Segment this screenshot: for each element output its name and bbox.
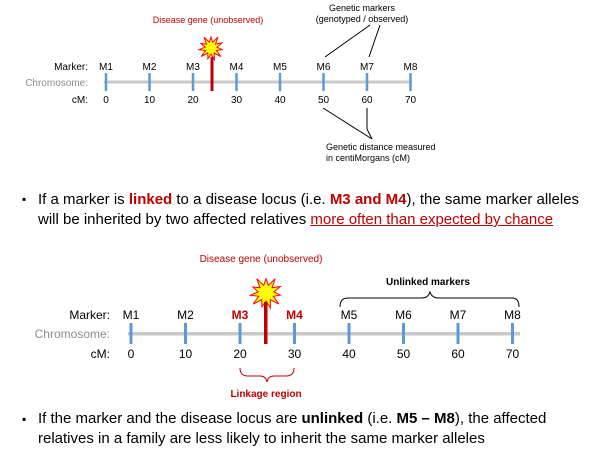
- marker-label-m8: M8: [504, 308, 521, 322]
- marker-tick-m7: [365, 73, 369, 91]
- cm-position-label: 40: [342, 347, 356, 361]
- marker-row-label-2: Marker:: [69, 308, 110, 322]
- marker-label-m3: M3: [186, 62, 200, 73]
- unlinked-brace: [339, 290, 520, 308]
- bullet-point-2: ▪: [22, 412, 27, 426]
- pointer-line-m6: [324, 24, 371, 58]
- marker-tick-m1: [129, 323, 133, 344]
- genetic-distance-label-line1: Genetic distance measured: [326, 142, 436, 152]
- cm-position-label: 10: [179, 347, 193, 361]
- bullet2-text-b: (i.e.: [363, 410, 397, 427]
- linkage-region-label: Linkage region: [230, 389, 301, 400]
- pointer-line-m7: [368, 24, 381, 58]
- disease-locus-marker-2: [264, 302, 268, 344]
- cm-position-label: 20: [233, 347, 247, 361]
- diagram-top: Disease gene (unobserved) Genetic marker…: [25, 3, 435, 163]
- cm-row-label: cM:: [72, 95, 88, 106]
- genetic-markers-label-line2: (genotyped / observed): [316, 14, 409, 24]
- bullet2-text-a: If the marker and the disease locus are: [38, 410, 302, 427]
- cm-position-label: 40: [274, 95, 286, 106]
- cm-position-label: 0: [103, 95, 109, 106]
- marker-tick-m4: [293, 323, 296, 344]
- bullet1-text-a: If a marker is: [38, 191, 129, 208]
- cm-position-label: 20: [187, 95, 199, 106]
- cm-position-label: 0: [128, 347, 135, 361]
- chromosome-bar-2: [128, 332, 520, 336]
- marker-label-m1: M1: [99, 62, 113, 73]
- marker-tick-m6: [402, 323, 405, 344]
- cm-position-label: 70: [405, 95, 417, 106]
- bullet1-m3m4: M3 and M4: [329, 191, 407, 208]
- distance-pointer-50: [322, 107, 373, 140]
- marker-label-m6: M6: [317, 62, 331, 73]
- marker-label-m5: M5: [341, 308, 358, 322]
- marker-tick-m8: [409, 73, 412, 91]
- chromosome-row-label: Chromosome:: [25, 78, 88, 89]
- marker-tick-m4: [235, 73, 238, 91]
- diagram-bottom: Disease gene (unobserved) Unlinked marke…: [35, 254, 522, 400]
- cm-position-label: 50: [397, 347, 411, 361]
- cm-position-label: 10: [144, 95, 156, 106]
- cm-row-label-2: cM:: [91, 347, 110, 361]
- cm-position-label: 60: [451, 347, 465, 361]
- marker-label-m1: M1: [123, 308, 140, 322]
- marker-tick-m7: [456, 323, 460, 344]
- bullet2-text-c: ), the affected: [454, 410, 547, 427]
- marker-tick-m1: [104, 73, 108, 91]
- disease-locus-marker: [210, 57, 214, 91]
- cm-position-label: 60: [361, 95, 373, 106]
- bullet1-line1: If a marker is linked to a disease locus…: [38, 190, 579, 209]
- marker-tick-m6: [322, 73, 325, 91]
- marker-tick-m5: [278, 73, 282, 91]
- linkage-brace: [239, 367, 295, 383]
- marker-label-m4: M4: [286, 308, 303, 322]
- marker-label-m2: M2: [177, 308, 194, 322]
- bullet1-line2-a: will be inherited by two affected relati…: [38, 211, 311, 228]
- bullet2-line1: If the marker and the disease locus are …: [38, 409, 546, 428]
- marker-tick-m8: [511, 323, 514, 344]
- bullet1-linked: linked: [128, 191, 173, 208]
- bullet1-line2-emphasis: more often than expected by chance: [310, 211, 554, 228]
- disease-gene-label: Disease gene (unobserved): [153, 15, 264, 25]
- bullet1-line2: will be inherited by two affected relati…: [38, 210, 553, 229]
- bullet2-m5m8: M5 – M8: [396, 410, 455, 427]
- genetic-markers-label-line1: Genetic markers: [329, 3, 396, 13]
- bullet2-unlinked: unlinked: [301, 410, 364, 427]
- bullet2-line2: relatives in a family are less likely to…: [38, 430, 485, 447]
- disease-star-icon: [197, 35, 224, 62]
- chromosome-bar: [104, 80, 412, 84]
- marker-label-m2: M2: [143, 62, 157, 73]
- cm-position-label: 70: [506, 347, 520, 361]
- marker-label-m7: M7: [450, 308, 467, 322]
- distance-pointer-tail-60: [366, 128, 373, 140]
- unlinked-markers-label: Unlinked markers: [386, 277, 470, 288]
- marker-label-m8: M8: [404, 62, 418, 73]
- disease-star-icon-2: [248, 277, 282, 310]
- marker-label-m6: M6: [395, 308, 412, 322]
- marker-tick-m5: [347, 323, 351, 344]
- marker-label-m4: M4: [230, 62, 244, 73]
- marker-row-label: Marker:: [54, 62, 88, 73]
- marker-label-m3: M3: [232, 308, 249, 322]
- chromosome-row-label-2: Chromosome:: [35, 327, 110, 341]
- marker-label-m7: M7: [360, 62, 374, 73]
- marker-tick-m2: [184, 323, 187, 344]
- cm-position-label: 50: [318, 95, 330, 106]
- bullet1-text-c: ), the same marker alleles: [406, 191, 580, 208]
- cm-position-label: 30: [288, 347, 302, 361]
- marker-tick-m3: [191, 73, 195, 91]
- disease-gene-label-2: Disease gene (unobserved): [200, 254, 323, 265]
- cm-position-label: 30: [231, 95, 243, 106]
- bullet-point-1: ▪: [22, 192, 27, 206]
- genetic-distance-label-line2: in centiMorgans (cM): [326, 153, 410, 163]
- bullet1-text-b: to a disease locus (i.e.: [172, 191, 330, 208]
- marker-tick-m2: [148, 73, 151, 91]
- marker-tick-m3: [238, 323, 242, 344]
- marker-label-m5: M5: [273, 62, 287, 73]
